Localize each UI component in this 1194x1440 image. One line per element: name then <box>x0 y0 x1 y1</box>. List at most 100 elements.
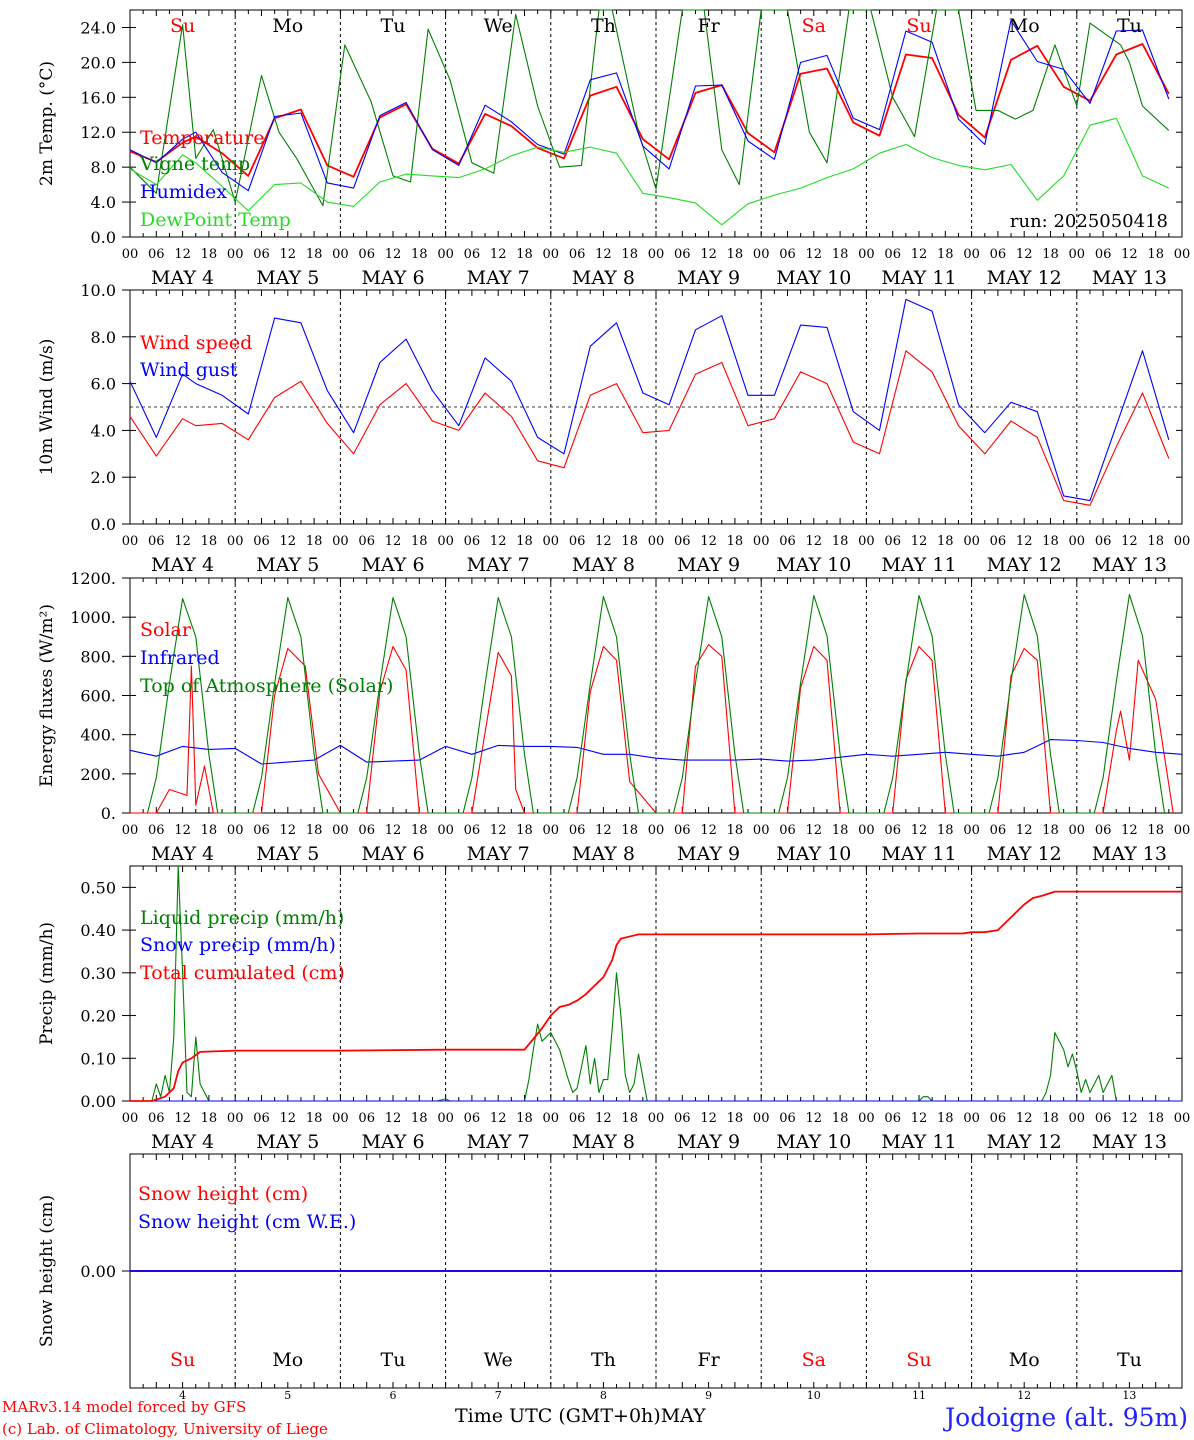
hour-label: 06 <box>779 823 796 838</box>
y-tick-label: 2.0 <box>91 468 116 487</box>
hour-label: 12 <box>1121 247 1138 262</box>
date-label: MAY 5 <box>256 267 319 289</box>
weekday-label: We <box>484 1349 513 1371</box>
date-label: MAY 4 <box>151 554 214 576</box>
legend-entry: Humidex <box>140 181 227 203</box>
legend-entry: Snow height (cm) <box>138 1183 308 1205</box>
hour-label: 06 <box>779 1111 796 1126</box>
hour-label: 06 <box>464 823 481 838</box>
hour-label: 00 <box>648 247 665 262</box>
series-line-3-1 <box>130 644 1174 814</box>
hour-label: 12 <box>490 1111 507 1126</box>
hour-label: 00 <box>753 1111 770 1126</box>
hour-label: 18 <box>727 534 744 549</box>
y-tick-label: 400. <box>80 726 116 745</box>
hour-label: 06 <box>569 247 586 262</box>
hour-label: 18 <box>1147 823 1164 838</box>
y-tick-label: 0.50 <box>80 878 116 897</box>
y-tick-label: 0.10 <box>80 1049 116 1068</box>
hour-label: 12 <box>1121 823 1138 838</box>
hour-label: 18 <box>937 823 954 838</box>
weekday-label: We <box>484 15 513 37</box>
date-label: MAY 10 <box>776 554 851 576</box>
series-line-4-3 <box>130 890 1182 1102</box>
date-label: MAY 4 <box>151 843 214 865</box>
hour-label: 06 <box>569 1111 586 1126</box>
hour-label: 06 <box>990 534 1007 549</box>
weekday-label: Su <box>906 1349 931 1371</box>
date-label: MAY 9 <box>677 554 740 576</box>
hour-label: 00 <box>543 823 560 838</box>
legend-entry: Liquid precip (mm/h) <box>140 907 344 929</box>
hour-label: 12 <box>174 1111 191 1126</box>
hour-label: 00 <box>227 534 244 549</box>
y-tick-label: 4.0 <box>91 421 116 440</box>
hour-label: 00 <box>332 1111 349 1126</box>
y-tick-label: 0.00 <box>80 1092 116 1111</box>
date-label: MAY 8 <box>572 267 635 289</box>
y-tick-label: 600. <box>80 687 116 706</box>
hour-label: 00 <box>1069 1111 1086 1126</box>
hour-label: 06 <box>884 247 901 262</box>
day-number-label: 10 <box>807 1389 821 1400</box>
hour-label: 18 <box>306 823 323 838</box>
hour-label: 00 <box>858 247 875 262</box>
hour-label: 12 <box>174 534 191 549</box>
hour-label: 00 <box>227 247 244 262</box>
hour-label: 00 <box>858 823 875 838</box>
hour-label: 18 <box>832 534 849 549</box>
hour-label: 18 <box>1147 1111 1164 1126</box>
station-name: Jodoigne (alt. 95m) <box>945 1403 1188 1432</box>
hour-label: 12 <box>595 247 612 262</box>
date-label: MAY 8 <box>572 843 635 865</box>
y-tick-label: 200. <box>80 765 116 784</box>
date-label: MAY 9 <box>677 843 740 865</box>
y-tick-label: 0.00 <box>80 1262 116 1281</box>
hour-label: 00 <box>122 534 139 549</box>
date-label: MAY 9 <box>677 267 740 289</box>
weekday-label: Mo <box>1009 1349 1040 1371</box>
hour-label: 06 <box>569 823 586 838</box>
hour-label: 12 <box>911 247 928 262</box>
hour-label: 06 <box>779 247 796 262</box>
weekday-label: Tu <box>1117 15 1142 37</box>
hour-label: 12 <box>700 1111 717 1126</box>
weekday-label: Tu <box>381 1349 406 1371</box>
day-number-label: 11 <box>912 1389 926 1400</box>
series-line-3-2 <box>129 739 1183 765</box>
hour-label: 00 <box>648 1111 665 1126</box>
hour-label: 18 <box>1042 1111 1059 1126</box>
hour-label: 18 <box>411 247 428 262</box>
hour-label: 06 <box>884 534 901 549</box>
date-label: MAY 5 <box>256 554 319 576</box>
panel-2 <box>122 289 1183 525</box>
legend-entry: DewPoint Temp <box>140 209 291 231</box>
y-axis-label: Snow height (cm) <box>37 1195 57 1347</box>
date-label: MAY 7 <box>467 267 530 289</box>
hour-label: 00 <box>437 823 454 838</box>
hour-label: 06 <box>148 823 165 838</box>
series-line-1-3 <box>129 19 1170 192</box>
hour-label: 06 <box>358 1111 375 1126</box>
hour-label: 06 <box>779 534 796 549</box>
day-number-label: 8 <box>600 1389 607 1400</box>
hour-label: 18 <box>727 247 744 262</box>
series-line-2-1 <box>129 350 1170 506</box>
y-tick-label: 1200. <box>70 569 116 588</box>
hour-label: 06 <box>253 1111 270 1126</box>
hour-label: 18 <box>516 1111 533 1126</box>
y-tick-label: 4.0 <box>91 193 116 212</box>
hour-label: 12 <box>1121 534 1138 549</box>
date-label: MAY 5 <box>256 1131 319 1153</box>
hour-label: 00 <box>1174 1111 1191 1126</box>
hour-label: 06 <box>990 247 1007 262</box>
hour-label: 12 <box>1016 823 1033 838</box>
hour-label: 00 <box>1174 823 1191 838</box>
hour-label: 18 <box>306 247 323 262</box>
date-label: MAY 12 <box>987 843 1062 865</box>
y-axis-label: 10m Wind (m/s) <box>37 339 57 476</box>
hour-label: 06 <box>464 247 481 262</box>
series-line-4-1 <box>130 865 1130 1102</box>
hour-label: 00 <box>332 823 349 838</box>
x-axis-title-text: Time UTC (GMT+0h) <box>455 1405 661 1427</box>
